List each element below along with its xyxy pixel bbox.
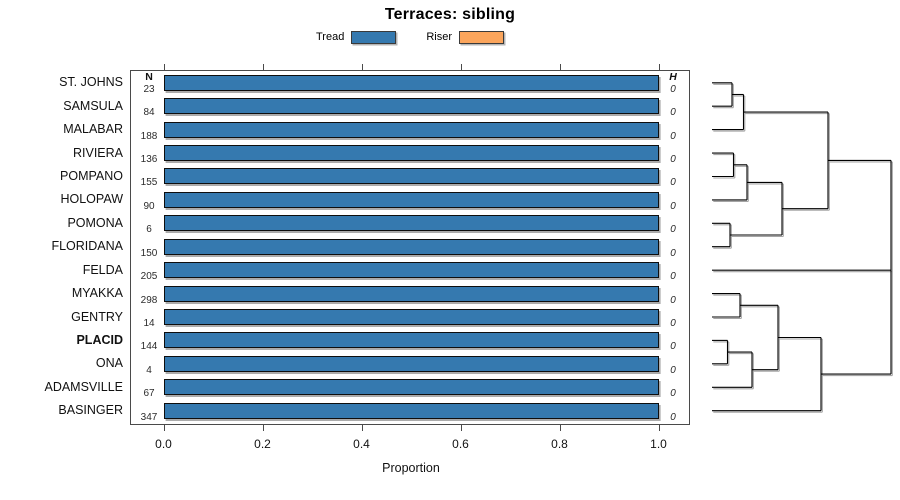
x-axis-tick-bottom (460, 425, 462, 431)
bar-tread (163, 191, 659, 208)
h-value: 0 (670, 224, 676, 236)
n-value: 6 (146, 224, 152, 236)
h-value: 0 (670, 107, 676, 119)
category-label: FELDA (82, 262, 123, 277)
n-value: 14 (143, 318, 155, 329)
bar-tread (163, 332, 659, 349)
chart-title: Terraces: sibling (384, 6, 516, 23)
x-axis-tick-top (262, 63, 264, 70)
category-label: ST. JOHNS (59, 75, 123, 90)
bar-tread (163, 309, 659, 325)
category-label: ADAMSVILLE (44, 379, 123, 394)
h-value: 0 (670, 294, 676, 306)
h-column-header: H (669, 70, 677, 83)
h-value: 0 (670, 177, 676, 189)
x-axis-tick-top (163, 63, 165, 70)
x-axis-tick-top (460, 63, 462, 70)
category-label: HOLOPAW (60, 192, 123, 207)
x-axis-title: Proportion (382, 461, 440, 475)
category-label: RIVIERA (72, 145, 123, 160)
category-label: GENTRY (71, 309, 123, 324)
x-axis-tick-label: 0.8 (551, 436, 568, 451)
x-axis-tick-label: 1.0 (650, 436, 667, 451)
n-value: 67 (143, 388, 155, 400)
h-value: 0 (670, 247, 676, 259)
x-axis-tick-bottom (361, 425, 363, 431)
h-value: 0 (670, 271, 676, 283)
bar-tread (163, 215, 659, 232)
n-column-header: N (145, 70, 153, 83)
legend-swatch-tread (351, 30, 397, 44)
category-label: ONA (95, 356, 123, 371)
bar-tread (163, 121, 659, 138)
n-value: 136 (140, 154, 158, 166)
h-value: 0 (670, 318, 676, 329)
legend-swatch-riser (459, 30, 504, 44)
h-value: 0 (670, 411, 676, 423)
n-value: 347 (140, 411, 158, 423)
h-value: 0 (670, 364, 676, 376)
category-label: POMONA (67, 215, 123, 230)
x-axis-tick-bottom (658, 425, 660, 431)
bar-tread (163, 74, 659, 91)
legend-label: Riser (426, 31, 452, 43)
n-value: 4 (146, 364, 152, 376)
bar-tread (163, 262, 659, 279)
x-axis-tick-bottom (559, 425, 561, 431)
category-label: POMPANO (60, 168, 123, 183)
bar-tread (163, 98, 659, 115)
category-label: SAMSULA (63, 98, 123, 113)
x-axis-tick-bottom (262, 425, 264, 431)
n-value: 90 (143, 200, 155, 212)
bar-tread (163, 379, 659, 396)
h-value: 0 (670, 154, 676, 166)
bar-tread (163, 168, 659, 185)
x-axis-tick-label: 0.6 (452, 436, 469, 451)
x-axis-tick-top (559, 63, 561, 70)
h-value: 0 (670, 200, 676, 212)
legend-item-tread: Tread (316, 30, 397, 44)
n-value: 155 (140, 177, 158, 189)
legend-item-riser: Riser (426, 30, 504, 44)
x-axis-tick-label: 0.0 (155, 436, 172, 451)
bar-tread (163, 355, 659, 372)
n-value: 84 (143, 107, 155, 119)
category-label: PLACID (76, 332, 123, 347)
category-label: MALABAR (63, 122, 123, 137)
x-axis-tick-top (658, 63, 660, 70)
category-label: BASINGER (58, 403, 123, 418)
x-axis-tick-label: 0.2 (254, 436, 271, 451)
legend-label: Tread (316, 31, 345, 43)
bar-tread (163, 285, 659, 302)
bar-tread (163, 238, 659, 255)
n-value: 205 (140, 271, 158, 283)
h-value: 0 (670, 130, 676, 142)
category-label: FLORIDANA (51, 239, 123, 254)
bar-tread (163, 402, 659, 419)
x-axis-tick-top (361, 63, 363, 70)
n-value: 150 (140, 247, 158, 259)
bar-tread (163, 145, 659, 162)
n-value: 23 (143, 83, 155, 95)
legend: Tread Riser (130, 29, 690, 45)
x-axis-tick-bottom (163, 425, 165, 431)
h-value: 0 (670, 388, 676, 400)
n-value: 188 (140, 130, 158, 142)
h-value: 0 (670, 341, 676, 353)
x-axis-tick-label: 0.4 (353, 436, 370, 451)
h-value: 0 (670, 83, 676, 95)
category-label: MYAKKA (71, 286, 123, 301)
n-value: 298 (140, 294, 158, 306)
n-value: 144 (140, 341, 158, 353)
